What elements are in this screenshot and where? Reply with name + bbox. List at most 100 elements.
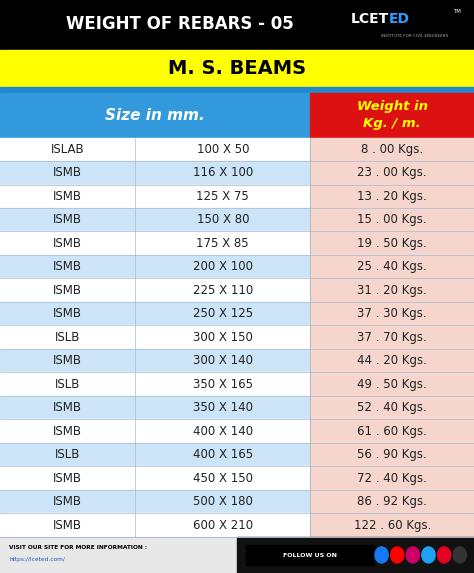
Bar: [0, 325, 310, 349]
Text: INSTITUTE FOR CIVIL ENGINEERS: INSTITUTE FOR CIVIL ENGINEERS: [381, 34, 448, 38]
Text: M. S. BEAMS: M. S. BEAMS: [168, 59, 306, 78]
Text: 300 X 140: 300 X 140: [193, 354, 253, 367]
Text: ISMB: ISMB: [53, 401, 82, 414]
Bar: [0, 302, 310, 325]
Text: 23 . 00 Kgs.: 23 . 00 Kgs.: [357, 166, 427, 179]
Circle shape: [453, 547, 466, 563]
Text: 31 . 20 Kgs.: 31 . 20 Kgs.: [357, 284, 427, 297]
Bar: [0, 537, 237, 573]
Text: ISMB: ISMB: [53, 260, 82, 273]
Bar: [0, 50, 474, 87]
Text: 8 . 00 Kgs.: 8 . 00 Kgs.: [361, 143, 423, 156]
Text: 122 . 60 Kgs.: 122 . 60 Kgs.: [354, 519, 431, 532]
Bar: [0, 138, 310, 161]
Text: 116 X 100: 116 X 100: [192, 166, 253, 179]
Bar: [0, 490, 310, 513]
Text: ISMB: ISMB: [53, 495, 82, 508]
Text: 100 X 50: 100 X 50: [197, 143, 249, 156]
Text: 175 X 85: 175 X 85: [196, 237, 249, 250]
Text: 450 X 150: 450 X 150: [193, 472, 253, 485]
Text: ISMB: ISMB: [53, 425, 82, 438]
Bar: [0, 349, 310, 372]
Bar: [0, 419, 310, 443]
Text: 37 . 70 Kgs.: 37 . 70 Kgs.: [357, 331, 427, 344]
Bar: [0, 513, 310, 537]
Bar: [310, 138, 474, 161]
Text: Size in mm.: Size in mm.: [105, 108, 205, 123]
Bar: [0, 466, 310, 490]
Text: 150 X 80: 150 X 80: [197, 213, 249, 226]
Bar: [0, 255, 310, 278]
Bar: [310, 161, 474, 185]
Text: ISLB: ISLB: [55, 331, 80, 344]
Bar: [0, 208, 310, 231]
Bar: [246, 545, 374, 565]
Bar: [0, 185, 310, 208]
Bar: [310, 325, 474, 349]
Text: 52 . 40 Kgs.: 52 . 40 Kgs.: [357, 401, 427, 414]
Text: 49 . 50 Kgs.: 49 . 50 Kgs.: [357, 378, 427, 391]
Bar: [310, 419, 474, 443]
Bar: [0, 161, 310, 185]
Bar: [0, 278, 310, 302]
Bar: [310, 372, 474, 396]
Text: VISIT OUR SITE FOR MORE INFORMATION :: VISIT OUR SITE FOR MORE INFORMATION :: [9, 544, 147, 550]
Text: WEIGHT OF REBARS - 05: WEIGHT OF REBARS - 05: [66, 15, 294, 33]
Text: 37 . 30 Kgs.: 37 . 30 Kgs.: [357, 307, 427, 320]
Text: ISMB: ISMB: [53, 166, 82, 179]
Text: ISMB: ISMB: [53, 307, 82, 320]
Bar: [310, 396, 474, 419]
Text: 72 . 40 Kgs.: 72 . 40 Kgs.: [357, 472, 427, 485]
Text: 400 X 140: 400 X 140: [193, 425, 253, 438]
Text: ISLB: ISLB: [55, 448, 80, 461]
Text: 250 X 125: 250 X 125: [193, 307, 253, 320]
Bar: [310, 490, 474, 513]
Text: ISMB: ISMB: [53, 472, 82, 485]
Text: 86 . 92 Kgs.: 86 . 92 Kgs.: [357, 495, 427, 508]
Text: ISMB: ISMB: [53, 213, 82, 226]
Circle shape: [391, 547, 404, 563]
Text: ISLB: ISLB: [55, 378, 80, 391]
Bar: [0, 93, 310, 138]
Text: 125 X 75: 125 X 75: [196, 190, 249, 203]
Text: FOLLOW US ON: FOLLOW US ON: [283, 552, 337, 558]
Text: 300 X 150: 300 X 150: [193, 331, 253, 344]
Text: 400 X 165: 400 X 165: [193, 448, 253, 461]
Text: 61 . 60 Kgs.: 61 . 60 Kgs.: [357, 425, 427, 438]
Text: ED: ED: [389, 12, 410, 26]
Bar: [0, 0, 474, 50]
Text: 225 X 110: 225 X 110: [192, 284, 253, 297]
Bar: [310, 513, 474, 537]
Bar: [310, 349, 474, 372]
Text: https://lceted.com/: https://lceted.com/: [9, 557, 65, 562]
Text: 200 X 100: 200 X 100: [193, 260, 253, 273]
Text: 350 X 165: 350 X 165: [193, 378, 253, 391]
Text: ISMB: ISMB: [53, 354, 82, 367]
Text: ISLAB: ISLAB: [51, 143, 84, 156]
Text: TM: TM: [454, 9, 461, 14]
Bar: [310, 231, 474, 255]
Text: ISMB: ISMB: [53, 190, 82, 203]
Text: 15 . 00 Kgs.: 15 . 00 Kgs.: [357, 213, 427, 226]
Text: ISMB: ISMB: [53, 284, 82, 297]
Text: ISMB: ISMB: [53, 237, 82, 250]
Bar: [310, 185, 474, 208]
Circle shape: [375, 547, 388, 563]
Text: 13 . 20 Kgs.: 13 . 20 Kgs.: [357, 190, 427, 203]
Bar: [0, 443, 310, 466]
Text: ▶: ▶: [379, 550, 387, 560]
Bar: [310, 443, 474, 466]
Bar: [0, 396, 310, 419]
Text: 19 . 50 Kgs.: 19 . 50 Kgs.: [357, 237, 427, 250]
Text: ISMB: ISMB: [53, 519, 82, 532]
Bar: [0, 231, 310, 255]
Circle shape: [438, 547, 451, 563]
Bar: [310, 278, 474, 302]
Bar: [0, 87, 474, 93]
Bar: [310, 302, 474, 325]
Circle shape: [406, 547, 419, 563]
Bar: [310, 208, 474, 231]
Bar: [310, 466, 474, 490]
Text: 25 . 40 Kgs.: 25 . 40 Kgs.: [357, 260, 427, 273]
Bar: [310, 255, 474, 278]
